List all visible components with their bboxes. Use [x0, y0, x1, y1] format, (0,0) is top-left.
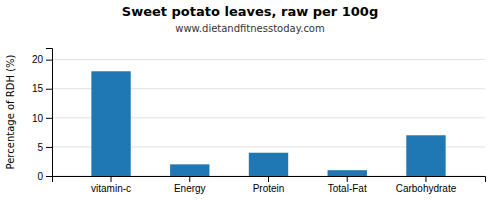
- x-tick: Energy: [174, 176, 206, 194]
- y-tick-mark: [46, 147, 52, 148]
- x-tick-label: vitamin-c: [91, 183, 131, 194]
- bar: [406, 135, 445, 176]
- x-tick-mark: [111, 176, 112, 182]
- x-axis: vitamin-c Energy Protein Total-Fat Carbohydr…: [53, 176, 486, 194]
- x-tick-mark: [189, 176, 190, 182]
- x-axis-line: [53, 177, 486, 183]
- y-tick: 20: [32, 54, 52, 65]
- y-tick-mark: [46, 118, 52, 119]
- plot-area: vitamin-c Energy Protein Total-Fat Carbohydr…: [32, 49, 486, 195]
- y-axis-title: Percentage of RDH (%): [5, 54, 16, 169]
- y-tick-label: 20: [32, 54, 44, 65]
- bars: [91, 71, 445, 176]
- y-tick-label: 15: [32, 83, 44, 94]
- subtitle: www.dietandfitnesstoday.com: [175, 23, 324, 34]
- x-tick: vitamin-c: [91, 176, 131, 194]
- bar: [91, 71, 130, 176]
- y-tick: 15: [32, 83, 52, 94]
- chart-svg: Sweet potato leaves, raw per 100g www.die…: [0, 0, 500, 200]
- y-tick: 10: [32, 113, 52, 124]
- bar: [170, 164, 209, 176]
- y-tick-mark: [46, 89, 52, 90]
- grid: [52, 60, 485, 176]
- x-tick-label: Energy: [174, 183, 206, 194]
- x-tick: Protein: [253, 176, 285, 194]
- y-axis: 0 5 10 15 20: [32, 49, 53, 182]
- x-tick: Total-Fat: [328, 176, 367, 194]
- y-tick-label: 0: [37, 171, 43, 182]
- bar: [328, 170, 367, 176]
- grid-line: [52, 59, 485, 60]
- x-tick-label: Total-Fat: [328, 183, 367, 194]
- x-tick: Carbohydrate: [396, 176, 457, 194]
- y-tick-mark: [46, 176, 52, 177]
- y-tick-label: 5: [37, 142, 43, 153]
- y-tick: 0: [37, 171, 52, 182]
- title: Sweet potato leaves, raw per 100g: [122, 4, 378, 19]
- bar: [249, 153, 288, 176]
- x-tick-label: Protein: [253, 183, 285, 194]
- y-tick-mark: [46, 60, 52, 61]
- y-tick-label: 10: [32, 113, 44, 124]
- y-tick: 5: [37, 142, 52, 153]
- x-tick-mark: [425, 176, 426, 182]
- x-tick-mark: [347, 176, 348, 182]
- x-tick-mark: [268, 176, 269, 182]
- x-tick-label: Carbohydrate: [396, 183, 457, 194]
- y-axis-line: [46, 49, 53, 177]
- chart-container: Sweet potato leaves, raw per 100g www.die…: [0, 0, 500, 200]
